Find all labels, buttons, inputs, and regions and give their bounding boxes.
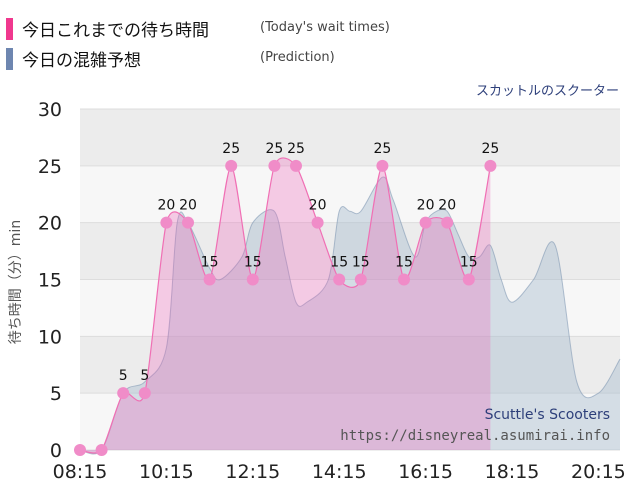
y-tick-label: 5 bbox=[50, 383, 62, 405]
today-point bbox=[376, 159, 389, 172]
legend: 今日これまでの待ち時間 (Today's wait times) 今日の混雑予想… bbox=[0, 0, 640, 80]
data-label: 15 bbox=[330, 255, 348, 271]
today-point bbox=[290, 159, 302, 172]
today-point bbox=[398, 273, 410, 286]
y-tick-label: 10 bbox=[38, 326, 62, 348]
y-tick-label: 30 bbox=[38, 99, 62, 121]
data-label: 15 bbox=[201, 255, 219, 271]
legend-label-prediction: 今日の混雑予想 bbox=[22, 51, 141, 71]
today-point bbox=[354, 273, 367, 286]
today-point bbox=[160, 216, 173, 229]
y-axis-label: 待ち時間（分）min bbox=[8, 220, 24, 344]
today-point bbox=[441, 216, 454, 229]
watermark-url: https://disneyreal.asumirai.info bbox=[340, 428, 610, 444]
chart-gridlines bbox=[80, 108, 620, 451]
x-tick-label: 08:15 bbox=[53, 461, 108, 483]
chart-band bbox=[80, 336, 620, 394]
prediction-area bbox=[80, 177, 620, 455]
y-tick-label: 20 bbox=[38, 213, 62, 235]
x-tick-label: 16:15 bbox=[398, 461, 453, 483]
data-label: 20 bbox=[179, 198, 197, 214]
today-point bbox=[117, 387, 130, 400]
x-tick-label: 10:15 bbox=[139, 461, 194, 483]
data-label: 25 bbox=[287, 141, 305, 157]
watermark-title: Scuttle's Scooters bbox=[485, 407, 610, 423]
data-label: 15 bbox=[460, 255, 478, 271]
chart-band bbox=[80, 279, 620, 337]
data-label: 20 bbox=[417, 198, 435, 214]
data-label: 25 bbox=[265, 141, 283, 157]
today-point bbox=[484, 159, 497, 172]
chart-band bbox=[80, 222, 620, 280]
chart-background-bands bbox=[80, 109, 620, 450]
data-label: 25 bbox=[222, 141, 240, 157]
x-tick-label: 12:15 bbox=[225, 461, 280, 483]
data-label: 5 bbox=[140, 368, 149, 384]
y-axis-ticks: 0 5 10 15 20 25 30 bbox=[38, 99, 62, 462]
y-tick-label: 0 bbox=[50, 440, 62, 462]
today-series bbox=[74, 157, 497, 456]
today-point bbox=[225, 159, 238, 172]
data-label: 15 bbox=[244, 255, 262, 271]
x-tick-label: 14:15 bbox=[312, 461, 367, 483]
today-point bbox=[333, 273, 346, 286]
today-point bbox=[462, 273, 475, 286]
data-label: 20 bbox=[157, 198, 175, 214]
legend-sub-prediction: (Prediction) bbox=[260, 50, 335, 65]
today-point bbox=[138, 387, 151, 400]
data-label: 20 bbox=[309, 198, 327, 214]
data-label: 15 bbox=[395, 255, 413, 271]
chart-band bbox=[80, 393, 620, 450]
today-point bbox=[95, 444, 108, 456]
chart-band bbox=[80, 109, 620, 166]
legend-sub-today: (Today's wait times) bbox=[260, 20, 390, 35]
data-label: 25 bbox=[373, 141, 391, 157]
today-point bbox=[311, 216, 324, 229]
today-area bbox=[80, 157, 491, 454]
x-axis-ticks: 08:15 10:15 12:15 14:15 16:15 18:15 20:15 bbox=[53, 461, 626, 483]
today-point bbox=[203, 273, 216, 286]
today-point bbox=[419, 216, 432, 229]
data-label: 20 bbox=[438, 198, 456, 214]
data-label: 5 bbox=[119, 368, 128, 384]
y-tick-label: 15 bbox=[38, 270, 62, 292]
today-point bbox=[268, 159, 281, 172]
chart-band bbox=[80, 165, 620, 223]
data-label: 25 bbox=[481, 141, 499, 157]
x-tick-label: 20:15 bbox=[571, 461, 626, 483]
today-point bbox=[74, 444, 86, 456]
today-point bbox=[246, 273, 259, 286]
prediction-line bbox=[79, 176, 621, 455]
y-tick-label: 25 bbox=[38, 156, 62, 178]
legend-swatch-today bbox=[6, 18, 13, 40]
today-point bbox=[182, 216, 194, 229]
legend-swatch-prediction bbox=[6, 48, 13, 70]
data-label: 15 bbox=[352, 255, 370, 271]
x-tick-label: 18:15 bbox=[485, 461, 540, 483]
prediction-series bbox=[79, 176, 621, 455]
chart-subtitle: スカットルのスクーター bbox=[475, 84, 619, 99]
legend-label-today: 今日これまでの待ち時間 bbox=[22, 21, 209, 41]
